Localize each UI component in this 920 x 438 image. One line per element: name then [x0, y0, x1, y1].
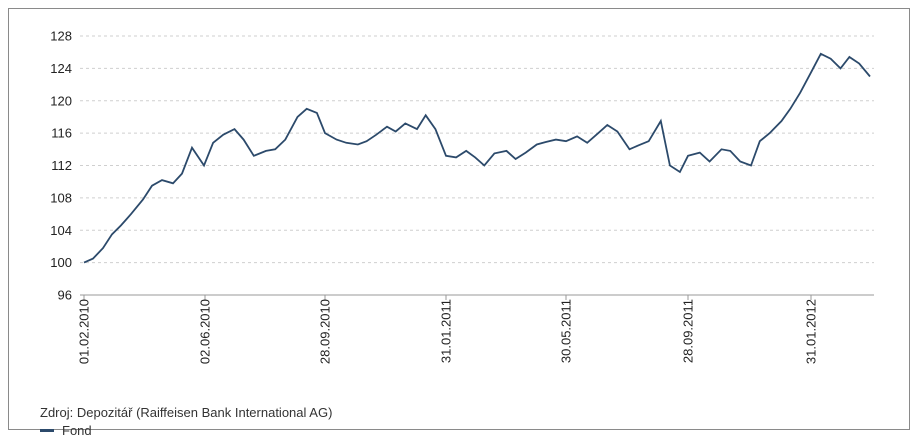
y-tick-label: 124: [50, 61, 72, 76]
y-tick-label: 112: [51, 158, 72, 173]
y-tick-label: 108: [50, 190, 72, 205]
x-tick-label: 31.01.2012: [804, 299, 819, 364]
x-tick-label: 30.05.2011: [559, 299, 574, 363]
chart-frame: [8, 8, 910, 430]
y-tick-label: 128: [50, 29, 72, 44]
x-tick-label: 28.09.2011: [681, 299, 696, 363]
y-axis-ticks: 96 100 104 108 112 116 120 124 128: [50, 29, 72, 303]
legend-swatch-fond: [40, 429, 54, 432]
gridlines: [80, 35, 874, 264]
y-tick-label: 104: [50, 223, 72, 238]
x-tick-label: 28.09.2010: [318, 299, 333, 364]
y-tick-label: 116: [51, 126, 72, 141]
series-line-fond: [83, 52, 871, 264]
source-note: Zdroj: Depozitář (Raiffeisen Bank Intern…: [40, 405, 333, 420]
x-tick-label: 02.06.2010: [198, 299, 213, 364]
y-tick-label: 120: [50, 93, 72, 108]
x-axis-ticks: 01.02.2010 02.06.2010 28.09.2010 31.01.2011…: [77, 295, 819, 364]
x-tick-label: 31.01.2011: [439, 299, 454, 363]
legend-label-fond: Fond: [62, 423, 92, 438]
y-tick-label: 100: [50, 255, 72, 270]
y-tick-label: 96: [58, 288, 72, 303]
x-tick-label: 01.02.2010: [77, 299, 92, 364]
legend: Fond: [40, 423, 92, 438]
